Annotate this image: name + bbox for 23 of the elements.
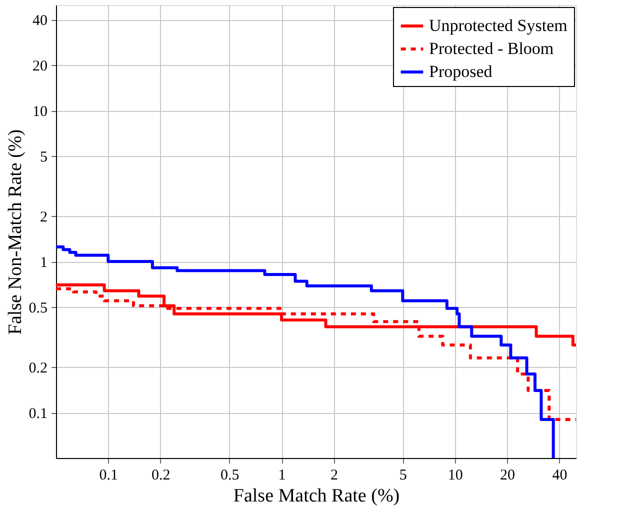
legend-label: Proposed bbox=[429, 62, 493, 81]
y-tick-label: 10 bbox=[32, 104, 48, 120]
x-tick-label: 0.1 bbox=[99, 468, 118, 484]
x-tick-label: 5 bbox=[399, 468, 407, 484]
x-tick-label: 20 bbox=[500, 468, 516, 484]
y-tick-label: 20 bbox=[32, 58, 48, 75]
x-axis-title: False Match Rate (%) bbox=[233, 486, 400, 506]
y-tick-label: 1 bbox=[40, 255, 48, 272]
x-tick-label: 2 bbox=[330, 468, 338, 484]
y-axis-title: False Non-Match Rate (%) bbox=[4, 129, 26, 335]
x-tick-label: 1 bbox=[278, 468, 286, 484]
legend-label: Protected - Bloom bbox=[429, 39, 554, 58]
x-tick-label: 0.5 bbox=[220, 468, 240, 484]
y-tick-label: 40 bbox=[32, 13, 48, 30]
legend-label: Unprotected System bbox=[429, 16, 568, 35]
y-tick-label: 0.5 bbox=[28, 300, 48, 316]
x-tick-label: 0.2 bbox=[151, 468, 170, 484]
y-tick-label: 2 bbox=[40, 210, 48, 226]
y-tick-label: 5 bbox=[40, 150, 48, 166]
y-tick-label: 0.1 bbox=[28, 406, 48, 422]
y-tick-label: 0.2 bbox=[28, 360, 48, 377]
x-tick-label: 40 bbox=[552, 468, 568, 484]
x-tick-label: 10 bbox=[448, 468, 463, 484]
